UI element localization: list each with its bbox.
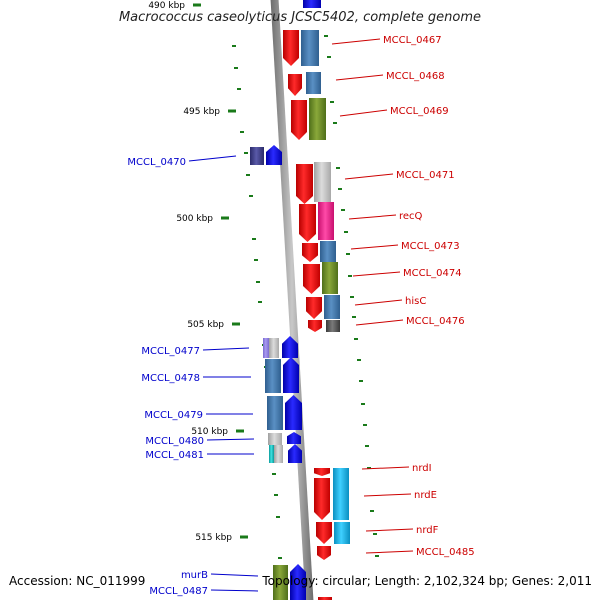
gene-cog-mccl-0481-a[interactable]	[269, 445, 274, 463]
leader-line-mccl-0473	[350, 244, 399, 250]
gene-arrow-prev[interactable]	[303, 0, 321, 8]
gene-label-mccl-0480[interactable]: MCCL_0480	[145, 436, 204, 447]
gene-arrow-mccl-0481[interactable]	[288, 444, 302, 463]
gene-cog-mccl-0467[interactable]	[301, 30, 319, 66]
genome-backbone	[270, 0, 314, 600]
gene-arrow-mccl-0480[interactable]	[287, 432, 301, 444]
gene-arrow-nrdf[interactable]	[316, 522, 332, 544]
ruler-layer: 490 kbp 495 kbp 500 kbp 505 kbp 510 kbp 515 k…	[148, 1, 248, 543]
gene-arrow-mccl-0473[interactable]	[302, 243, 318, 262]
gene-label-mccl-0474[interactable]: MCCL_0474	[403, 268, 462, 279]
gene-label-mccl-0473[interactable]: MCCL_0473	[401, 241, 460, 252]
gene-cog-recq[interactable]	[318, 202, 334, 240]
gene-cog-mccl-0479[interactable]	[267, 396, 283, 430]
gene-block-layer	[250, 0, 350, 600]
gene-label-nrdi[interactable]: nrdI	[412, 463, 432, 474]
leader-line-mccl-0471	[344, 173, 394, 180]
gene-label-mccl-0487[interactable]: MCCL_0487	[149, 586, 208, 597]
gene-label-layer: MCCL_0467 MCCL_0468 MCCL_0469 MCCL_0470 MCCL…	[127, 35, 474, 597]
gene-cog-mccl-0469[interactable]	[309, 98, 326, 140]
gene-cog-mccl-0470[interactable]	[250, 147, 264, 165]
topology-summary: Topology: circular; Length: 2,102,324 bp…	[262, 574, 592, 588]
gene-arrow-mccl-0479[interactable]	[285, 395, 302, 430]
accession-text: Accession: NC_011999	[9, 574, 146, 588]
gene-arrow-mccl-0476[interactable]	[308, 320, 322, 332]
leader-line-mccl-0485	[365, 550, 414, 554]
gene-cog-murb[interactable]	[273, 565, 288, 600]
leader-line-recq	[348, 214, 397, 220]
gene-label-mccl-0470[interactable]: MCCL_0470	[127, 157, 186, 168]
gene-cog-mccl-0473[interactable]	[320, 241, 336, 262]
gene-arrow-mccl-0485[interactable]	[317, 546, 331, 560]
gene-cog-mccl-0468[interactable]	[306, 72, 321, 94]
gene-label-mccl-0478[interactable]: MCCL_0478	[141, 373, 200, 384]
gene-cog-hisc[interactable]	[324, 295, 340, 319]
gene-label-hisc[interactable]: hisC	[405, 296, 426, 307]
ruler-label: 490 kbp	[148, 1, 185, 11]
gene-cog-nrdf[interactable]	[334, 522, 350, 544]
gene-cog-mccl-0474[interactable]	[322, 262, 338, 294]
leader-line-murb	[210, 573, 259, 577]
leader-line-mccl-0487	[210, 589, 259, 592]
backbone-layer	[270, 0, 314, 600]
leader-line-mccl-0467	[331, 38, 381, 45]
leader-line-nrdi	[361, 466, 410, 470]
gene-cog-mccl-0471[interactable]	[314, 162, 331, 202]
ruler-label: 500 kbp	[176, 214, 213, 224]
gene-label-mccl-0485[interactable]: MCCL_0485	[416, 547, 475, 558]
gene-label-nrde[interactable]: nrdE	[414, 490, 437, 501]
gene-label-nrdf[interactable]: nrdF	[416, 525, 439, 536]
gene-cog-mccl-0477-b[interactable]	[269, 338, 279, 358]
gene-cog-mccl-0481-b[interactable]	[274, 445, 283, 463]
gene-arrow-hisc[interactable]	[306, 297, 322, 319]
gene-cog-nrde[interactable]	[333, 468, 349, 520]
gene-arrow-mccl-0469[interactable]	[291, 100, 307, 140]
leader-line-nrdf	[365, 528, 414, 532]
gene-arrow-murb[interactable]	[290, 564, 306, 600]
gene-label-recq[interactable]: recQ	[399, 211, 423, 222]
leader-line-mccl-0474	[352, 271, 401, 277]
gene-arrow-mccl-0477[interactable]	[282, 336, 298, 358]
leader-line-mccl-0477	[202, 347, 250, 351]
ruler-label: 515 kbp	[195, 533, 232, 543]
gene-label-mccl-0468[interactable]: MCCL_0468	[386, 71, 445, 82]
gene-label-mccl-0467[interactable]: MCCL_0467	[383, 35, 442, 46]
ruler-label: 505 kbp	[187, 320, 224, 330]
gene-label-mccl-0477[interactable]: MCCL_0477	[141, 346, 200, 357]
gene-label-mccl-0471[interactable]: MCCL_0471	[396, 170, 455, 181]
gene-label-mccl-0469[interactable]: MCCL_0469	[390, 106, 449, 117]
gene-cog-mccl-0478[interactable]	[265, 359, 281, 393]
gene-arrow-mccl-0468[interactable]	[288, 74, 302, 96]
gene-arrow-nrde[interactable]	[314, 478, 330, 520]
ruler-label: 510 kbp	[191, 427, 228, 437]
gene-label-mccl-0476[interactable]: MCCL_0476	[406, 316, 465, 327]
page-title: Macrococcus caseolyticus JCSC5402, compl…	[118, 10, 482, 25]
leader-line-nrde	[363, 493, 412, 497]
leader-line-mccl-0469	[339, 109, 388, 117]
leader-line-mccl-0468	[335, 74, 384, 81]
gene-arrow-nrdi[interactable]	[314, 468, 330, 476]
leader-line-mccl-0480	[206, 438, 255, 441]
gene-arrow-mccl-0474[interactable]	[303, 264, 320, 294]
gene-cog-mccl-0480[interactable]	[268, 433, 282, 445]
gene-arrow-mccl-0478[interactable]	[283, 357, 299, 393]
gene-label-murb[interactable]: murB	[181, 570, 208, 581]
gene-arrow-mccl-0471[interactable]	[296, 164, 313, 204]
ruler-label: 495 kbp	[183, 107, 220, 117]
leader-line-mccl-0470	[188, 155, 237, 162]
gene-cog-mccl-0476[interactable]	[326, 320, 340, 332]
leader-line-mccl-0476	[355, 319, 404, 326]
gene-label-mccl-0481[interactable]: MCCL_0481	[145, 450, 204, 461]
leader-line-hisc	[354, 299, 403, 306]
gene-arrow-recq[interactable]	[299, 204, 316, 242]
gene-arrow-mccl-0467[interactable]	[283, 30, 299, 66]
gene-arrow-mccl-0470[interactable]	[266, 145, 282, 165]
gene-cog-mccl-0477-a[interactable]	[263, 338, 269, 358]
gene-arrow-next[interactable]	[318, 597, 332, 600]
gene-label-mccl-0479[interactable]: MCCL_0479	[144, 410, 203, 421]
